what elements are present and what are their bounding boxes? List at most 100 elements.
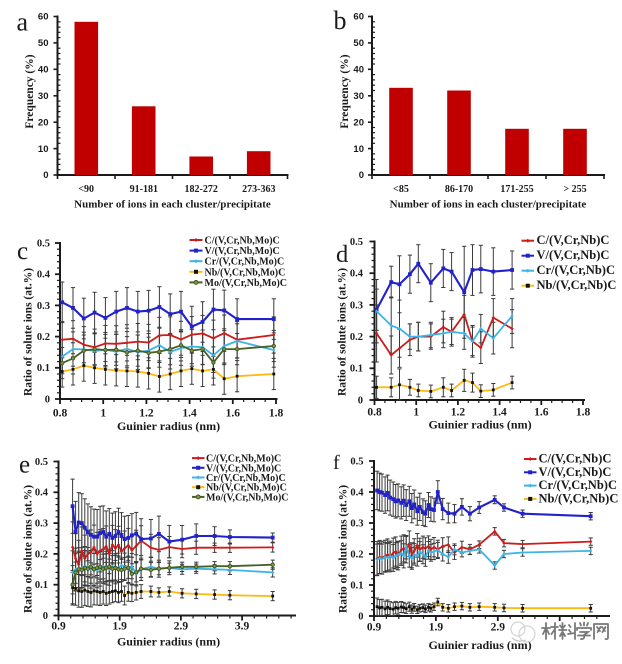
svg-text:0.2: 0.2 [35, 549, 48, 560]
svg-text:1.9: 1.9 [113, 621, 128, 633]
svg-text:Number of ions in each cluster: Number of ions in each cluster/precipita… [390, 199, 587, 211]
svg-text:Ratio of solute ions (at.%): Ratio of solute ions (at.%) [337, 268, 349, 396]
svg-text:b: b [334, 6, 347, 35]
svg-text:> 255: > 255 [563, 184, 586, 195]
svg-text:20: 20 [38, 117, 49, 128]
svg-text:0.4: 0.4 [37, 270, 51, 281]
svg-text:1.8: 1.8 [576, 407, 591, 419]
svg-text:1.8: 1.8 [269, 408, 284, 420]
svg-text:60: 60 [38, 12, 49, 23]
svg-text:Cr/(V,Cr,Nb)C: Cr/(V,Cr,Nb)C [539, 478, 617, 492]
svg-text:Ratio of solute ions (at.%): Ratio of solute ions (at.%) [23, 268, 35, 396]
svg-text:Nb/(V,Cr,Nb)C: Nb/(V,Cr,Nb)C [539, 491, 619, 505]
svg-text:0.5: 0.5 [35, 457, 48, 468]
svg-text:V/(V,Cr,Nb)C: V/(V,Cr,Nb)C [537, 248, 610, 262]
svg-text:91-181: 91-181 [130, 184, 158, 195]
svg-text:1.9: 1.9 [429, 622, 444, 634]
svg-text:0: 0 [43, 170, 48, 181]
svg-text:d: d [336, 241, 348, 268]
svg-text:0: 0 [358, 611, 363, 622]
svg-text:0.8: 0.8 [367, 407, 382, 419]
svg-text:V/(V,Cr,Nb)C: V/(V,Cr,Nb)C [539, 465, 612, 479]
svg-text:Cr/(V,Cr,Nb)C: Cr/(V,Cr,Nb)C [537, 263, 615, 277]
svg-text:Ratio of solute ions (at.%): Ratio of solute ions (at.%) [338, 485, 350, 613]
svg-text:Guinier radius (nm): Guinier radius (nm) [117, 635, 220, 649]
svg-text:0.9: 0.9 [51, 621, 66, 633]
svg-text:<90: <90 [78, 184, 94, 195]
svg-text:1: 1 [100, 408, 106, 420]
svg-text:Cr/(V,Cr,Nb,Mo)C: Cr/(V,Cr,Nb,Mo)C [206, 473, 286, 484]
svg-text:Nb/(V,Cr,Nb)C: Nb/(V,Cr,Nb)C [537, 278, 617, 292]
svg-text:2.9: 2.9 [491, 622, 506, 634]
svg-text:1.2: 1.2 [451, 407, 466, 419]
svg-text:0: 0 [45, 394, 50, 405]
svg-text:0: 0 [358, 395, 363, 406]
svg-text:Nb/(V,Cr,Nb,Mo)C: Nb/(V,Cr,Nb,Mo)C [205, 267, 286, 278]
svg-text:50: 50 [353, 38, 364, 49]
svg-text:0.3: 0.3 [350, 518, 363, 529]
svg-text:C/(V,Cr,Nb,Mo)C: C/(V,Cr,Nb,Mo)C [205, 236, 280, 247]
svg-text:86-170: 86-170 [445, 184, 473, 195]
svg-text:0.1: 0.1 [35, 580, 48, 591]
svg-text:Mo/(V,Cr,Nb,Mo)C: Mo/(V,Cr,Nb,Mo)C [205, 278, 288, 289]
svg-text:0.3: 0.3 [35, 519, 48, 530]
svg-text:0.2: 0.2 [37, 332, 50, 343]
svg-text:1.4: 1.4 [182, 408, 197, 420]
svg-text:1.6: 1.6 [534, 407, 549, 419]
svg-text:0.4: 0.4 [350, 269, 364, 280]
svg-text:40: 40 [38, 65, 49, 76]
svg-text:0.4: 0.4 [350, 487, 364, 498]
svg-text:3.9: 3.9 [235, 621, 250, 633]
svg-text:V/(V,Cr,Nb,Mo)C: V/(V,Cr,Nb,Mo)C [206, 463, 281, 474]
svg-text:Guinier radius (nm): Guinier radius (nm) [428, 638, 531, 652]
svg-text:0: 0 [359, 170, 364, 181]
svg-text:0.3: 0.3 [350, 300, 363, 311]
svg-text:Nb/(V,Cr,Nb,Mo)C: Nb/(V,Cr,Nb,Mo)C [206, 483, 287, 494]
svg-text:0.5: 0.5 [350, 456, 363, 467]
svg-text:0.2: 0.2 [350, 549, 363, 560]
svg-text:Guinier radius (nm): Guinier radius (nm) [117, 419, 220, 433]
svg-text:60: 60 [353, 12, 364, 23]
svg-text:Frequency (%): Frequency (%) [339, 54, 351, 128]
svg-text:0.3: 0.3 [37, 301, 50, 312]
svg-text:c: c [17, 238, 28, 265]
svg-text:50: 50 [38, 38, 49, 49]
svg-text:10: 10 [38, 144, 49, 155]
svg-text:20: 20 [353, 117, 364, 128]
svg-text:30: 30 [38, 91, 49, 102]
svg-text:0: 0 [43, 611, 48, 622]
svg-text:Mo/(V,Cr,Nb,Mo)C: Mo/(V,Cr,Nb,Mo)C [206, 492, 289, 503]
svg-text:e: e [19, 452, 30, 479]
svg-text:0.8: 0.8 [53, 408, 68, 420]
svg-text:171-255: 171-255 [500, 184, 533, 195]
svg-text:C/(V,Cr,Nb)C: C/(V,Cr,Nb)C [539, 452, 612, 466]
svg-text:0.4: 0.4 [35, 488, 49, 499]
svg-text:0.1: 0.1 [350, 580, 363, 591]
svg-text:2.9: 2.9 [174, 621, 189, 633]
svg-text:a: a [17, 8, 29, 37]
svg-text:1.4: 1.4 [492, 407, 507, 419]
svg-text:f: f [333, 452, 340, 474]
svg-text:273-363: 273-363 [242, 184, 275, 195]
svg-text:0.5: 0.5 [37, 238, 50, 249]
svg-text:Guinier radius (nm): Guinier radius (nm) [428, 418, 531, 432]
svg-text:C/(V,Cr,Nb,Mo)C: C/(V,Cr,Nb,Mo)C [206, 454, 281, 465]
svg-text:Number of ions in each cluster: Number of ions in each cluster/precipita… [74, 199, 271, 211]
svg-text:<85: <85 [393, 184, 409, 195]
svg-text:Ratio of solute ions (at.%): Ratio of solute ions (at.%) [23, 485, 35, 613]
svg-text:C/(V,Cr,Nb)C: C/(V,Cr,Nb)C [537, 233, 610, 247]
svg-text:0.5: 0.5 [350, 237, 363, 248]
svg-text:1: 1 [413, 407, 419, 419]
svg-text:1.6: 1.6 [226, 408, 241, 420]
svg-text:0.1: 0.1 [350, 364, 363, 375]
svg-text:0.9: 0.9 [367, 622, 382, 634]
svg-text:1.2: 1.2 [139, 408, 154, 420]
svg-text:30: 30 [353, 91, 364, 102]
svg-text:40: 40 [353, 65, 364, 76]
svg-text:182-272: 182-272 [185, 184, 218, 195]
svg-text:10: 10 [353, 144, 364, 155]
svg-text:0.1: 0.1 [37, 363, 50, 374]
svg-text:Cr/(V,Cr,Nb,Mo)C: Cr/(V,Cr,Nb,Mo)C [205, 257, 285, 268]
svg-text:Frequency (%): Frequency (%) [24, 54, 36, 128]
svg-text:0.2: 0.2 [350, 332, 363, 343]
